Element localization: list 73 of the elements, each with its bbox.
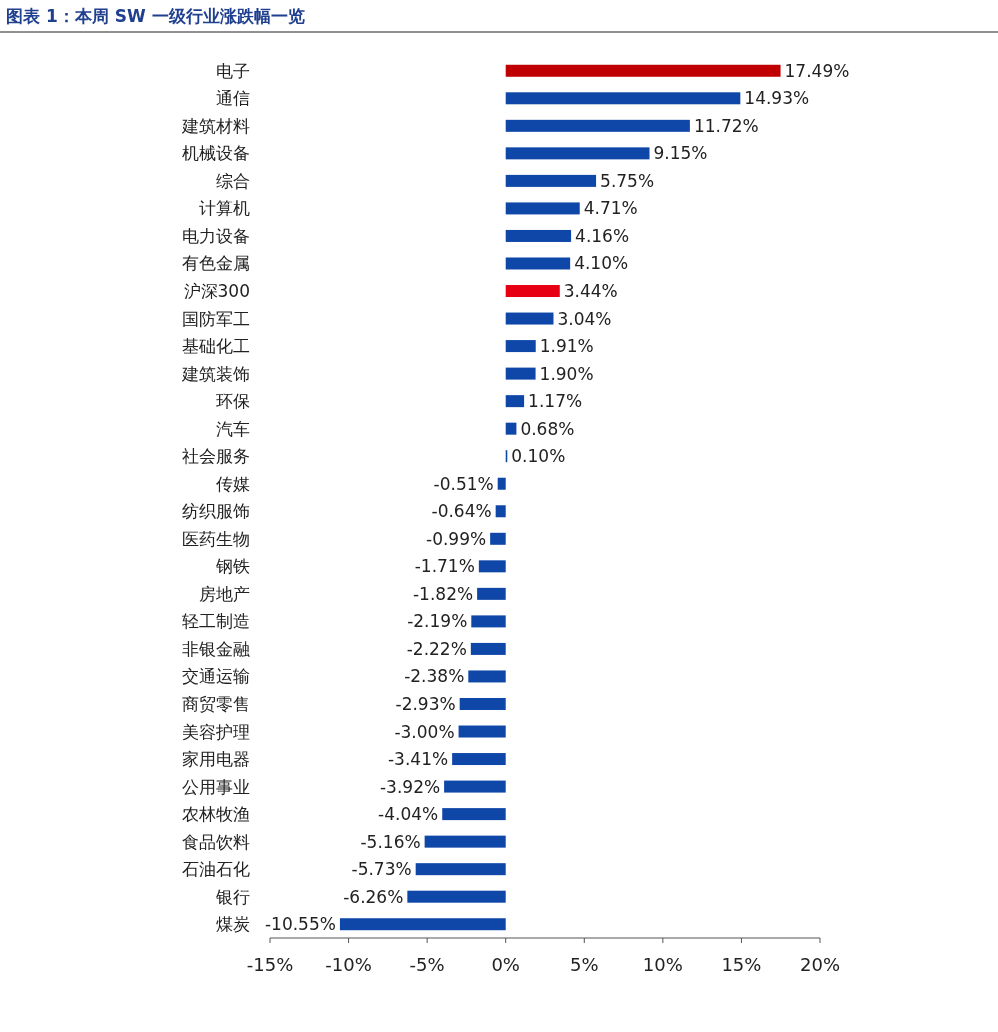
x-tick-label: -5% xyxy=(409,954,445,975)
x-tick-label: -10% xyxy=(325,954,372,975)
y-tick-label: 通信 xyxy=(216,88,250,109)
y-tick-label: 有色金属 xyxy=(182,253,250,274)
y-tick-label: 公用事业 xyxy=(182,776,250,797)
data-label: -2.19% xyxy=(407,611,468,632)
data-label: 3.44% xyxy=(563,281,618,302)
data-label: -1.82% xyxy=(412,583,474,604)
x-tick-label: 15% xyxy=(721,954,762,975)
data-label: -5.16% xyxy=(360,831,421,852)
chart-title: 图表 1：本周 SW 一级行业涨跌幅一览 xyxy=(6,6,305,26)
y-tick-label: 交通运输 xyxy=(182,666,250,687)
x-tick-label: 20% xyxy=(799,954,841,975)
y-tick-label: 农林牧渔 xyxy=(182,804,250,825)
data-label: 4.71% xyxy=(583,198,638,219)
y-tick-label: 汽车 xyxy=(216,418,250,439)
data-label: -1.71% xyxy=(414,556,475,577)
data-label: -0.51% xyxy=(433,473,494,494)
y-tick-label: 纺织服饰 xyxy=(182,501,250,522)
x-tick-label: -15% xyxy=(246,954,294,975)
y-tick-label: 食品饮料 xyxy=(182,831,250,852)
data-label: 1.91% xyxy=(539,336,594,357)
data-label: 9.15% xyxy=(653,143,708,164)
data-label: 4.16% xyxy=(575,225,630,246)
y-tick-label: 传媒 xyxy=(216,473,250,494)
data-label: 11.72% xyxy=(693,115,759,136)
data-label: 1.90% xyxy=(539,363,594,384)
data-label: 3.04% xyxy=(557,308,612,329)
data-label: 4.10% xyxy=(574,253,629,274)
y-tick-label: 基础化工 xyxy=(182,336,250,357)
y-tick-label: 钢铁 xyxy=(215,556,250,577)
data-label: 14.93% xyxy=(744,88,810,109)
y-tick-label: 轻工制造 xyxy=(182,611,250,632)
y-tick-label: 家用电器 xyxy=(182,749,250,770)
y-tick-label: 计算机 xyxy=(199,198,250,219)
x-tick-label: 0% xyxy=(491,954,520,975)
data-label: -2.93% xyxy=(395,693,456,714)
y-tick-label: 非银金融 xyxy=(182,638,250,659)
y-tick-label: 机械设备 xyxy=(182,143,250,164)
y-tick-label: 美容护理 xyxy=(182,721,250,742)
y-tick-label: 电力设备 xyxy=(182,225,250,246)
data-label: -3.00% xyxy=(394,721,455,742)
data-label: -3.92% xyxy=(379,776,441,797)
x-tick-label: 5% xyxy=(570,954,599,975)
y-tick-label: 环保 xyxy=(216,391,250,412)
y-tick-label: 沪深300 xyxy=(183,281,250,302)
y-tick-label: 国防军工 xyxy=(182,308,250,329)
y-tick-label: 建筑装饰 xyxy=(181,363,250,384)
data-label: -0.64% xyxy=(431,501,492,522)
data-label: -6.26% xyxy=(343,886,404,907)
data-label: 5.75% xyxy=(600,170,655,191)
y-tick-label: 银行 xyxy=(215,886,250,907)
y-tick-label: 房地产 xyxy=(199,583,250,604)
data-label: -4.04% xyxy=(378,804,439,825)
data-label: -3.41% xyxy=(387,749,449,770)
y-tick-label: 石油石化 xyxy=(182,859,250,880)
data-label: 0.10% xyxy=(511,446,566,467)
data-label: -10.55% xyxy=(264,914,336,935)
y-tick-label: 社会服务 xyxy=(182,446,250,467)
data-label: 17.49% xyxy=(784,60,850,81)
y-tick-label: 医药生物 xyxy=(182,528,250,549)
y-tick-label: 商贸零售 xyxy=(182,693,250,714)
data-label: -5.73% xyxy=(351,859,412,880)
data-label: -2.38% xyxy=(404,666,465,687)
y-tick-label: 煤炭 xyxy=(216,914,250,935)
y-tick-label: 建筑材料 xyxy=(181,115,250,136)
y-tick-label: 综合 xyxy=(216,170,250,191)
y-tick-label: 电子 xyxy=(216,60,250,81)
x-tick-label: 10% xyxy=(642,954,683,975)
data-label: -2.22% xyxy=(406,638,467,659)
data-label: 1.17% xyxy=(528,391,583,412)
data-label: 0.68% xyxy=(520,418,575,439)
data-label: -0.99% xyxy=(426,528,487,549)
